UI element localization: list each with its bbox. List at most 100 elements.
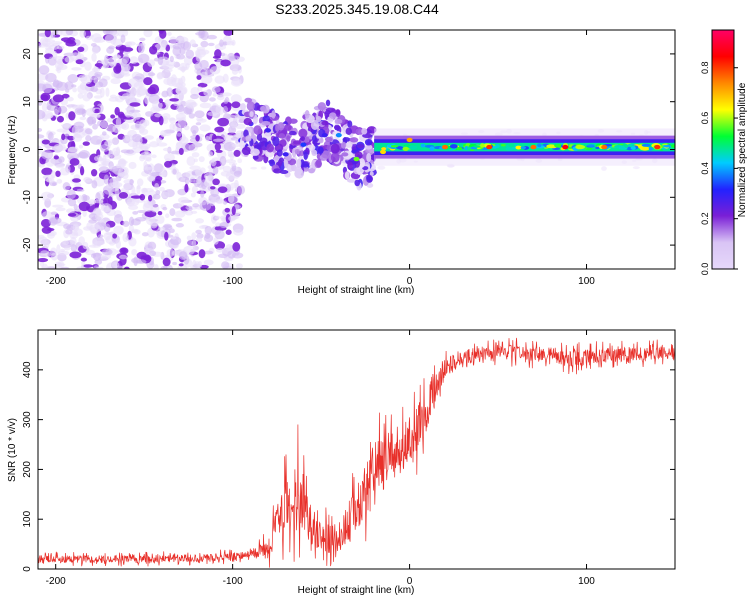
noise-blob (91, 33, 102, 43)
noise-blob (169, 208, 176, 216)
noise-blob (203, 234, 214, 243)
noise-blob (106, 124, 116, 133)
band-cell (473, 145, 481, 148)
band-cell (402, 146, 409, 152)
band-cell (420, 143, 426, 148)
noise-blob (186, 156, 196, 167)
noise-blob (90, 107, 96, 113)
spectral-peak (321, 132, 328, 138)
transition-blob (268, 159, 275, 164)
noise-blob (103, 174, 110, 185)
transition-blob (366, 152, 372, 162)
noise-blob (143, 119, 150, 127)
noise-blob (195, 237, 203, 243)
band-cell (618, 146, 626, 150)
noise-blob (63, 223, 71, 230)
noise-blob (62, 182, 71, 191)
noise-blob (76, 266, 86, 269)
spectral-peak (335, 132, 342, 138)
band-cell (396, 146, 404, 150)
noise-blob (53, 109, 59, 116)
noise-blob (66, 189, 76, 200)
noise-blob (190, 101, 198, 107)
noise-blob (169, 36, 177, 45)
noise-blob (220, 59, 231, 67)
transition-blob (313, 139, 318, 147)
noise-blob (219, 221, 229, 229)
transition-blob (271, 110, 276, 119)
noise-blob (46, 177, 55, 183)
noise-blob (66, 208, 75, 214)
noise-blob (45, 72, 57, 83)
noise-blob (164, 231, 169, 241)
spectrogram-ylabel: Frequency (Hz) (7, 116, 18, 185)
snr-xlabel: Height of straight line (km) (298, 585, 415, 596)
noise-blob (171, 250, 181, 256)
noise-blob (172, 261, 177, 266)
transition-blob (304, 109, 310, 119)
noise-blob (117, 30, 129, 38)
noise-blob (191, 239, 197, 249)
noise-blob (85, 135, 92, 142)
noise-blob (78, 201, 91, 212)
noise-blob (81, 108, 86, 118)
snr-xtick-label: -200 (46, 576, 66, 587)
noise-blob (113, 225, 124, 235)
transition-blob (318, 137, 324, 144)
spectral-peak (601, 144, 608, 150)
noise-blob (87, 199, 97, 205)
noise-blob (68, 111, 76, 121)
transition-blob (288, 130, 297, 136)
noise-blob (111, 261, 120, 268)
noise-blob (222, 165, 232, 173)
noise-blob (82, 93, 91, 102)
noise-blob (155, 189, 161, 196)
transition-blob (362, 133, 373, 138)
band-cell (554, 144, 564, 148)
transition-blob (364, 138, 373, 146)
band-cell (508, 144, 515, 148)
band-cell (515, 145, 522, 150)
noise-blob (153, 163, 164, 174)
spectral-peak (300, 142, 307, 147)
transition-blob (286, 135, 291, 142)
transition-blob (356, 166, 365, 175)
noise-blob (136, 251, 147, 260)
noise-blob (38, 65, 50, 75)
band-cell (546, 144, 556, 149)
noise-blob (65, 30, 74, 36)
transition-blob (315, 115, 322, 123)
noise-blob (165, 158, 171, 162)
noise-blob (56, 128, 68, 133)
noise-blob (177, 188, 187, 196)
noise-blob (104, 140, 113, 147)
noise-blob (91, 180, 98, 189)
noise-blob (172, 168, 177, 175)
noise-blob (40, 266, 49, 269)
band-cell (429, 146, 435, 151)
noise-blob (230, 94, 242, 104)
noise-blob (160, 130, 167, 138)
band-cell (595, 146, 600, 150)
noise-blob (40, 250, 49, 256)
noise-blob (159, 186, 165, 192)
noise-blob (73, 134, 82, 138)
transition-blob (303, 151, 308, 160)
noise-blob (192, 203, 200, 208)
noise-blob (96, 154, 102, 161)
noise-blob (133, 229, 141, 235)
noise-blob (164, 99, 171, 107)
noise-blob (235, 263, 243, 269)
snr-marks (38, 337, 675, 568)
noise-blob (171, 217, 183, 222)
noise-blob (135, 141, 144, 149)
noise-blob (189, 39, 196, 47)
noise-blob (160, 265, 168, 269)
noise-blob (178, 196, 189, 204)
transition-blob (330, 152, 340, 163)
noise-blob (229, 151, 235, 161)
noise-blob (123, 266, 130, 269)
noise-blob (115, 146, 121, 156)
noise-blob (190, 192, 196, 198)
noise-blob (175, 117, 183, 122)
